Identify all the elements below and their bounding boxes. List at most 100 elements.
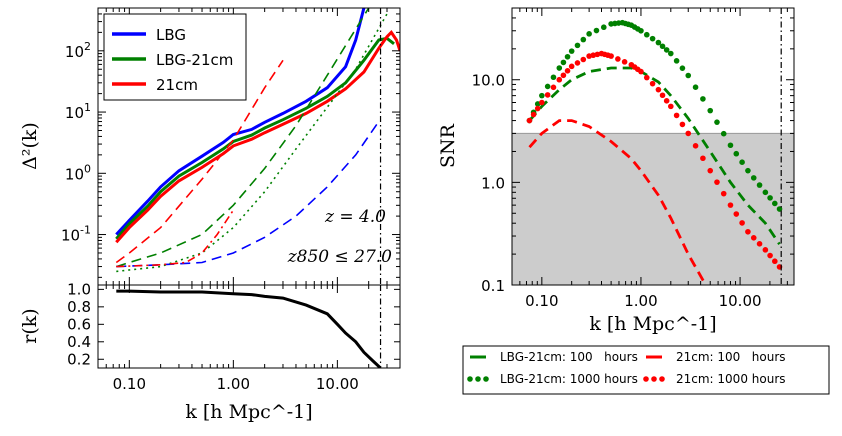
legend-label: LBG-21cm: 100 hours xyxy=(500,350,638,364)
legend-label: 21cm xyxy=(156,76,198,94)
series-21cm-1000-hours-2-point-6 xyxy=(556,76,563,83)
x-tick-label-1: 1.00 xyxy=(217,375,250,393)
series-lbg-21cm-1000-hours-2-point-10 xyxy=(574,42,581,49)
series-lbg-21cm-1000-hours-2-point-36 xyxy=(707,107,714,114)
series-lbg-0 xyxy=(115,8,366,236)
y-tick-label-0: 100 xyxy=(65,162,91,183)
series-lbg-21cm-1000-hours-2-point-48 xyxy=(776,206,783,212)
series-21cm-1000-hours-2-point-33 xyxy=(685,130,692,137)
legend-swatch-dot xyxy=(651,376,657,382)
legend-box xyxy=(462,345,830,395)
series-21cm-1000-hours-2-point-19 xyxy=(615,56,621,62)
plot-area-1 xyxy=(116,289,382,368)
x-tick-label-2: 1.00 xyxy=(624,292,657,310)
series-lbg-21cm-1000-hours-2-point-6 xyxy=(556,65,563,71)
y-axis-title-spectra: Δ²(k) xyxy=(19,122,41,170)
series-lbg-21cm-1000-hours-2-point-28 xyxy=(659,43,666,50)
y-tick-label-2: 1.0 xyxy=(481,174,505,192)
y-tick-label-1: 0.2 xyxy=(67,350,91,368)
redshift-annotation: z = 4.0 xyxy=(324,207,386,227)
y-tick-label-1: 0.4 xyxy=(67,333,91,351)
legend-label: LBG-21cm xyxy=(156,51,233,69)
series-21cm-1000-hours-2-point-20 xyxy=(621,59,628,65)
series-lbg-21cm-1000-hours-2-point-31 xyxy=(673,58,680,64)
plot-area-2 xyxy=(526,19,783,285)
series-21cm-1000-hours-2-point-0 xyxy=(526,117,533,124)
series-21cm-1000-hours-2-point-1 xyxy=(530,111,537,118)
series-21cm-1000-hours-2-point-44 xyxy=(756,241,763,247)
legend-spectra: LBG LBG-21cm 21cm xyxy=(103,13,247,101)
y-tick-label-1: 1.0 xyxy=(67,280,91,298)
series-21cm-1000-hours-2-point-3 xyxy=(539,99,545,106)
legend-label: LBG-21cm: 1000 hours xyxy=(500,372,638,386)
series-21cm-1000-hours-2-point-10 xyxy=(574,60,581,66)
series-lbg-21cm-1000-hours-2-point-12 xyxy=(586,31,592,37)
series-21cm-dash-dot-0 xyxy=(116,209,234,268)
series-lbg-21cm-1000-hours-2-point-3 xyxy=(539,92,545,99)
legend-label: LBG xyxy=(156,26,186,44)
y-tick-label-2: 10.0 xyxy=(472,72,505,90)
series-lbg-21cm-100-hours-2 xyxy=(528,66,781,245)
series-lbg-21cm-1000-hours-2-point-45 xyxy=(762,189,769,196)
series-21cm-0 xyxy=(115,30,400,244)
series-21cm-1000-hours-2-point-43 xyxy=(750,235,757,241)
series-21cm-1000-hours-2-point-30 xyxy=(667,103,674,110)
series-lbg-21cm-1000-hours-2-point-34 xyxy=(692,84,699,91)
legend-swatch-dot xyxy=(643,376,649,382)
plot-area-0 xyxy=(115,8,400,273)
series-21cm-1000-hours-2 xyxy=(526,50,783,270)
series-21cm-1000-hours-2-point-31 xyxy=(673,112,680,119)
series-lbg-21cm-1000-hours-2-point-30 xyxy=(667,50,674,57)
series-21cm-1000-hours-2-point-39 xyxy=(727,202,734,208)
axes-frame-2 xyxy=(511,7,795,286)
series-lbg-21cm-1000-hours-2-point-37 xyxy=(714,119,720,125)
series-21cm-1000-hours-2-point-5 xyxy=(550,84,557,91)
magnitude-annotation: z850 ≤ 27.0 xyxy=(287,247,392,267)
series-lbg-21cm-1000-hours-2-point-33 xyxy=(685,72,692,79)
series-21cm-100-hours-2 xyxy=(528,119,707,285)
axes-frame-1 xyxy=(97,284,401,369)
series-21cm-1000-hours-2-point-41 xyxy=(739,220,745,226)
series-lbg-21cm-1000-hours-2-point-9 xyxy=(568,48,575,54)
series-lbg-21cm-1000-hours-2-point-29 xyxy=(663,47,670,53)
series-21cm-1000-hours-2-point-26 xyxy=(649,80,656,87)
legend-swatch-dot xyxy=(659,376,665,382)
series-21cm-1000-hours-2-point-38 xyxy=(720,190,727,197)
legend-swatch-dot xyxy=(475,376,481,382)
series-lbg-21cm-1000-hours-2-point-35 xyxy=(700,96,706,102)
x-tick-label-1: 10.00 xyxy=(316,375,359,393)
series-lbg-21cm-1000-hours-2-point-11 xyxy=(580,36,587,43)
series-lbg-21cm-1000-hours-2-point-4 xyxy=(544,83,551,90)
x-axis-title-right: k [h Mpc^-1] xyxy=(589,313,716,335)
series-lbg-21cm-1000-hours-2-point-7 xyxy=(560,59,567,66)
x-tick-label-2: 0.10 xyxy=(525,292,558,310)
series-lbg-21cm-1000-hours-2-point-25 xyxy=(643,31,650,38)
series-lbg-21cm-1000-hours-2-point-24 xyxy=(638,27,644,34)
series-lbg-21cm-1000-hours-2-point-44 xyxy=(756,182,763,188)
series-21cm-1000-hours-2-point-4 xyxy=(544,92,551,98)
series-lbg-21cm-1000-hours-2-point-27 xyxy=(655,39,662,46)
detection-threshold-shade xyxy=(512,133,794,285)
series-21cm-1000-hours-2-point-47 xyxy=(772,258,778,265)
series-r-k-1 xyxy=(116,289,382,368)
series-lbg-21cm-1000-hours-2-point-5 xyxy=(550,74,557,81)
legend-swatch-dot xyxy=(483,376,489,382)
series-lbg-21cm-1000-hours-2-point-8 xyxy=(564,53,571,60)
legend-snr: LBG-21cm: 100 hours 21cm: 100 hours LBG-21… xyxy=(462,345,830,395)
series-21cm-1000-hours-2-point-25 xyxy=(643,74,650,81)
x-tick-label-1: 0.10 xyxy=(113,375,146,393)
series-21cm-1000-hours-2-point-27 xyxy=(655,86,662,93)
y-tick-label-0: 10-1 xyxy=(61,224,91,245)
series-21cm-1000-hours-2-point-8 xyxy=(564,68,571,74)
series-lbg-21cm-0 xyxy=(115,36,395,240)
series-lbg-21cm-noise-0 xyxy=(116,8,370,268)
series-21cm-1000-hours-2-point-18 xyxy=(608,53,614,59)
series-21cm-1000-hours-2-point-7 xyxy=(560,72,567,79)
series-21cm-1000-hours-2-point-45 xyxy=(762,247,769,253)
y-tick-label-1: 0.6 xyxy=(67,315,91,333)
y-axis-title-snr: SNR xyxy=(437,123,459,168)
series-21cm-1000-hours-2-point-34 xyxy=(692,143,699,149)
series-21cm-1000-hours-2-point-2 xyxy=(534,105,541,112)
y-tick-label-0: 101 xyxy=(65,101,91,122)
series-lbg-21cm-1000-hours-2-point-39 xyxy=(727,142,734,149)
